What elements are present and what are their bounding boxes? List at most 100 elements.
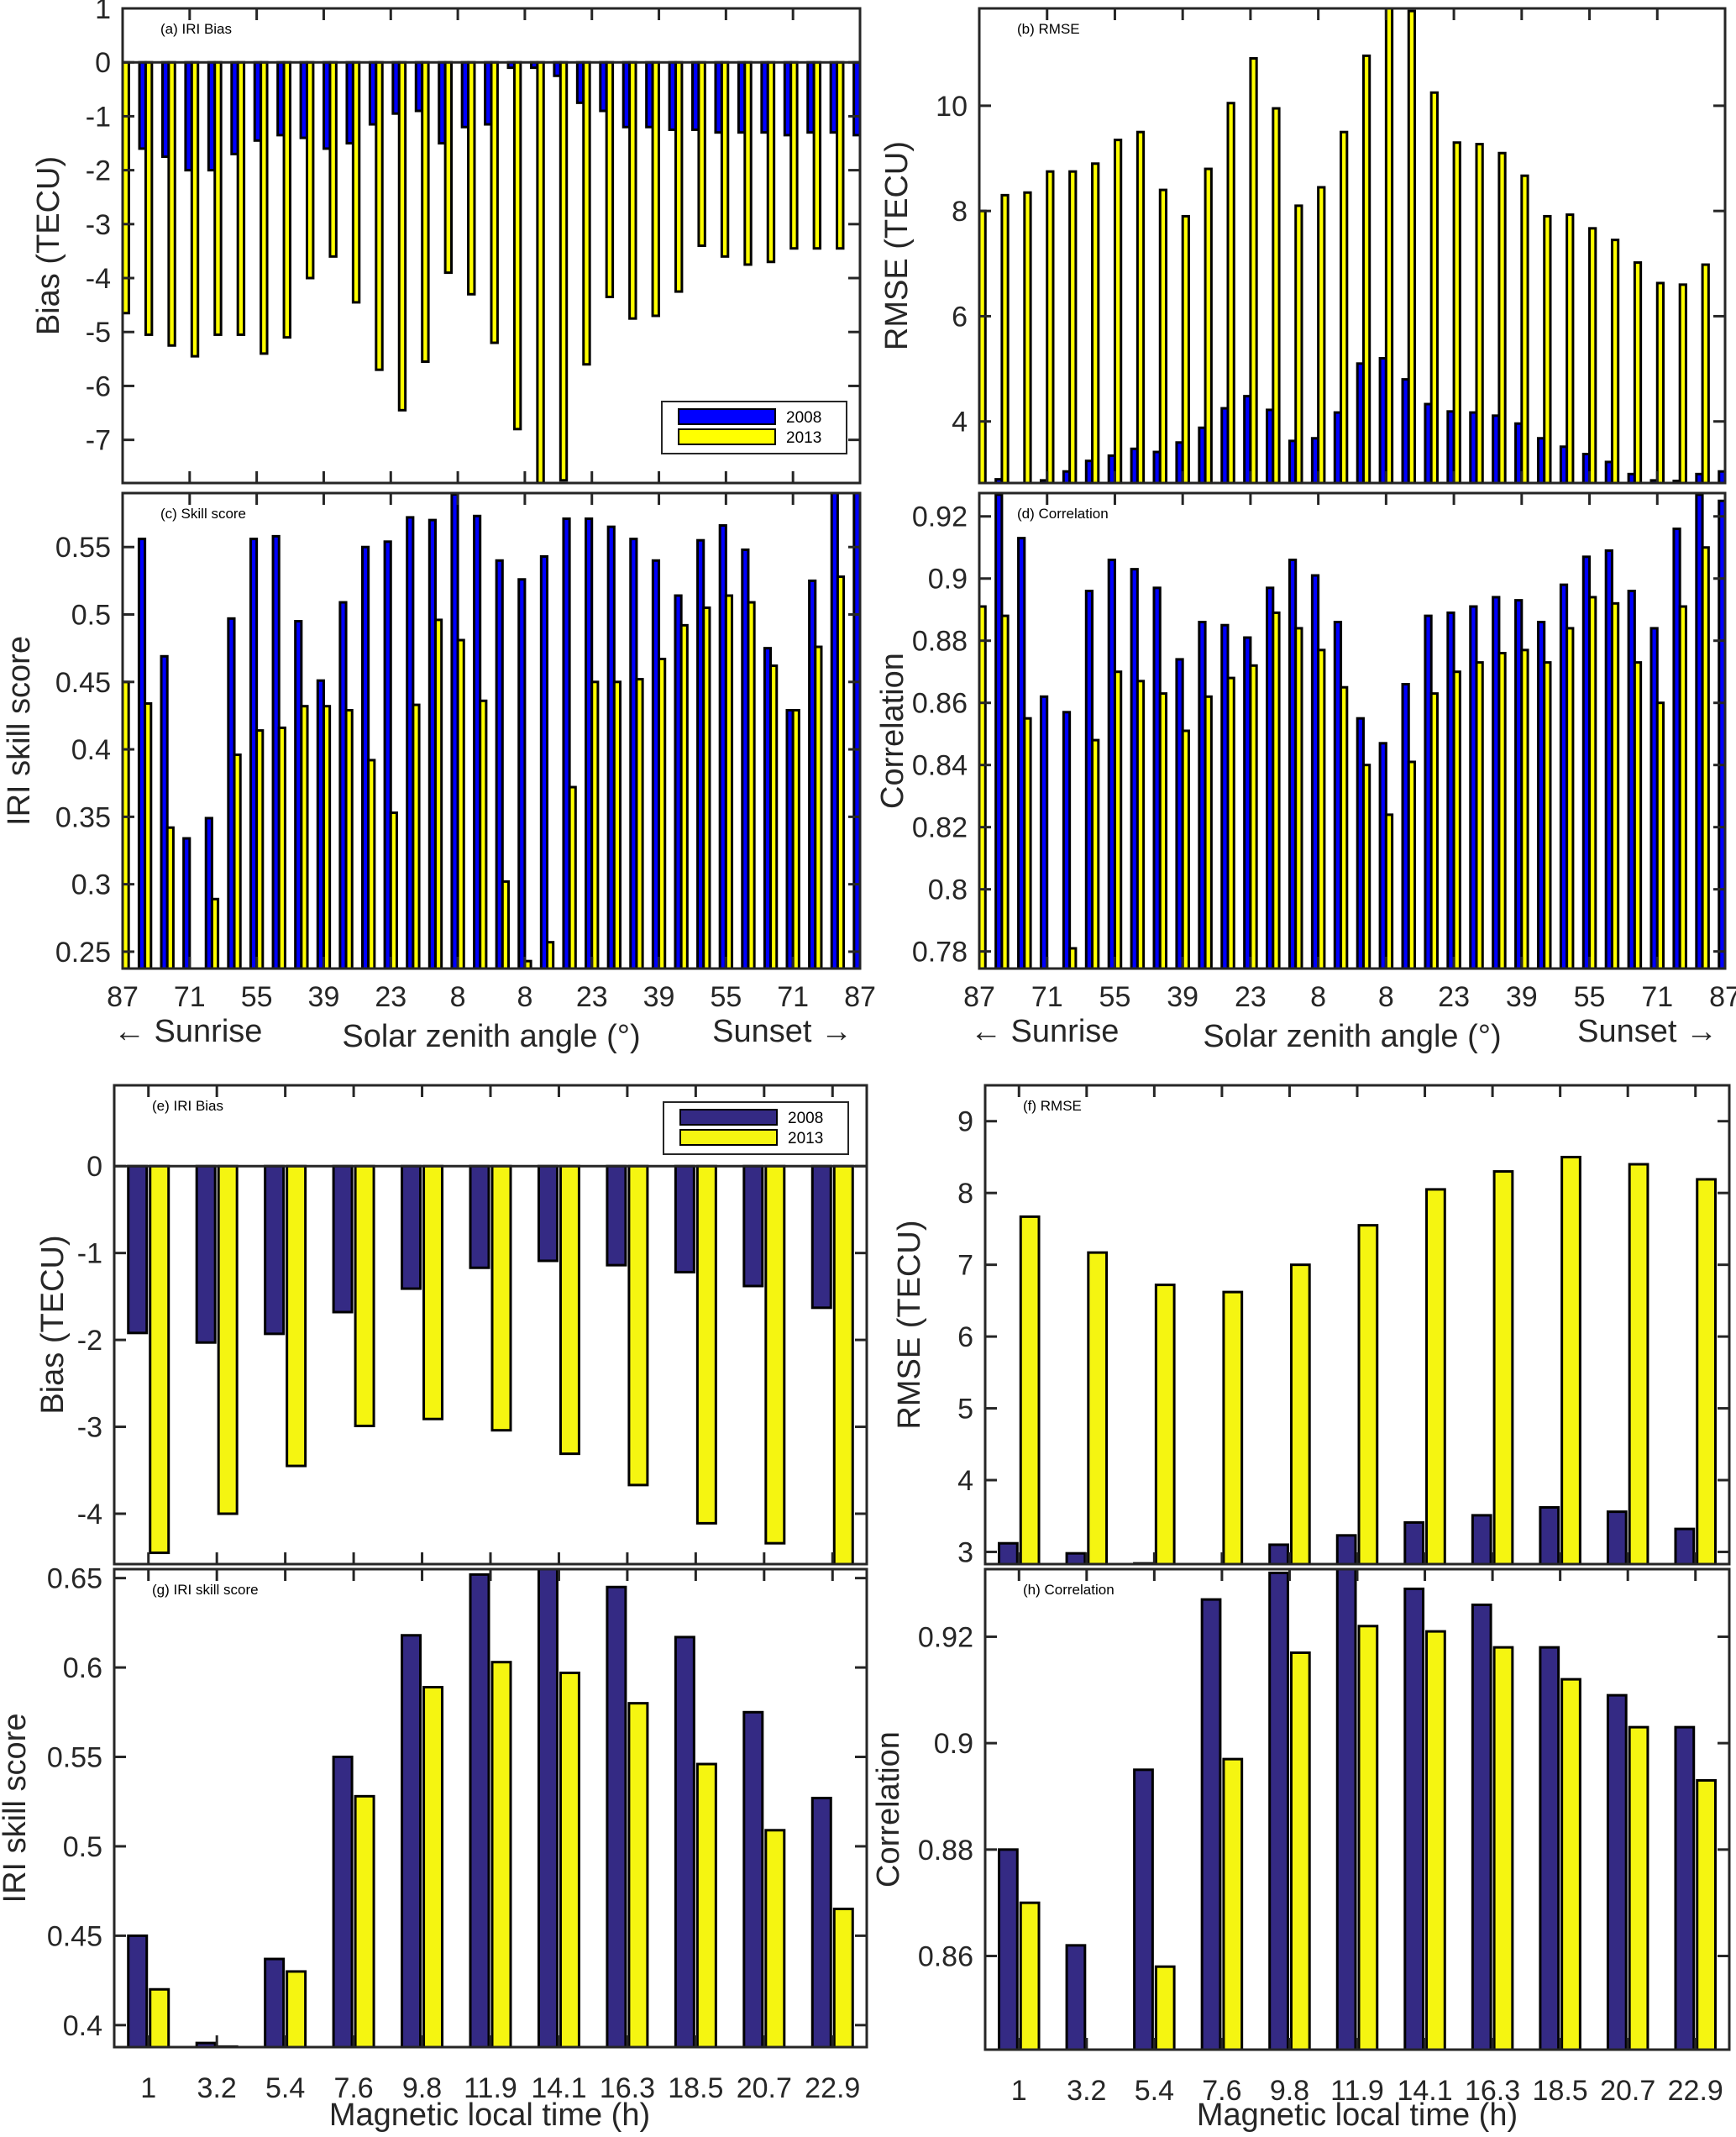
bar-2013-4 — [1289, 1651, 1311, 2050]
bar-2013-23 — [635, 678, 644, 969]
bar-2013-10 — [1696, 1178, 1717, 1564]
bar-2013-28 — [747, 601, 756, 969]
bar-2013-18 — [536, 60, 545, 483]
xtick-label: 8 — [1378, 981, 1394, 1013]
bar-2013-9 — [1181, 729, 1190, 969]
bar-2008-5 — [1335, 1534, 1357, 1564]
ytick-label: 0.55 — [47, 1742, 102, 1774]
bar-2013-6 — [255, 729, 265, 969]
xtick-label: 55 — [1099, 981, 1131, 1013]
bar-2013-2 — [1154, 1965, 1176, 2050]
bar-2013-14 — [1294, 627, 1303, 969]
bar-2013-16 — [479, 699, 488, 969]
bar-2013-10 — [1204, 167, 1213, 483]
ytick-label: 0.82 — [912, 812, 968, 844]
panel-title: (c) Skill score — [160, 506, 246, 522]
xtick-label: 7.6 — [1202, 2075, 1241, 2107]
bar-2013-4 — [1068, 947, 1078, 969]
bar-2013-29 — [789, 60, 799, 250]
ytick-label: -6 — [86, 370, 111, 402]
bar-2013-17 — [512, 60, 522, 431]
ytick-label: 0.45 — [55, 667, 111, 699]
ytick-label: 0.6 — [63, 1652, 102, 1684]
bar-2008-9 — [742, 1164, 764, 1288]
bar-2013-4 — [422, 1164, 444, 1420]
bar-2013-23 — [1497, 151, 1507, 483]
bar-2008-2 — [1133, 1768, 1154, 2050]
bar-2013-29 — [769, 664, 779, 969]
bar-2013-6 — [1113, 670, 1123, 969]
xtick-label: 39 — [1506, 981, 1538, 1013]
legend-label-2013: 2013 — [786, 429, 821, 447]
bar-2013-21 — [590, 680, 600, 969]
bar-2013-8 — [695, 1164, 717, 1525]
bar-2008-1 — [195, 1164, 217, 1344]
xtick-label: 23 — [576, 981, 608, 1013]
xtick-label: 11.9 — [1330, 2075, 1384, 2107]
bar-2013-30 — [1655, 701, 1665, 969]
xtick-label: 8 — [450, 981, 466, 1013]
ylabel: Correlation — [875, 653, 910, 809]
bar-2013-27 — [724, 594, 734, 969]
bar-2013-20 — [568, 785, 577, 969]
xtick-label: 9.8 — [402, 2072, 442, 2104]
bar-2013-3 — [190, 60, 200, 358]
bar-2013-30 — [791, 709, 800, 969]
bar-2013-9 — [328, 60, 338, 258]
bar-2013-23 — [1497, 652, 1507, 969]
bar-2008-9 — [742, 1710, 764, 2047]
panel-e: 0 -1 -2 -3 -4 (e) IRI Bias Bias (TECU) 2008 2013 — [35, 1084, 868, 1566]
bar-2013-15 — [1317, 186, 1326, 483]
axes-box — [121, 7, 862, 485]
bar-2013-10 — [832, 1164, 854, 1564]
xtick-label: 7.6 — [333, 2072, 373, 2104]
xtick-label: 18.5 — [1533, 2075, 1588, 2107]
bar-2008-0 — [127, 1934, 149, 2047]
bar-2013-10 — [1204, 695, 1213, 969]
bar-2008-9 — [1606, 1693, 1628, 2050]
xtick-label: 20.7 — [737, 2072, 792, 2104]
bars — [127, 1569, 854, 2047]
bar-2008-4 — [401, 1164, 422, 1290]
bar-2013-1 — [144, 701, 153, 969]
xtick-label: 5.4 — [265, 2072, 305, 2104]
bar-2013-0 — [149, 1164, 170, 1555]
bar-2008-2 — [264, 1164, 286, 1336]
ytick-label: 0.86 — [912, 688, 968, 720]
bar-2008-7 — [1471, 1603, 1492, 2050]
bar-2013-28 — [766, 60, 776, 264]
bar-2013-4 — [210, 897, 220, 969]
bar-2013-25 — [679, 623, 689, 969]
ytick-label: -2 — [86, 155, 111, 187]
bar-2013-22 — [1475, 143, 1484, 483]
xtick-label: 55 — [1574, 981, 1606, 1013]
bar-2013-14 — [433, 618, 443, 969]
panel-title: (h) Correlation — [1023, 1582, 1115, 1598]
xtick-label: 87 — [107, 981, 139, 1013]
bar-2013-22 — [612, 680, 622, 969]
bar-2008-7 — [1471, 1514, 1492, 1564]
bar-2008-5 — [469, 1164, 490, 1269]
bar-2013-1 — [217, 1164, 239, 1515]
bar-2013-30 — [812, 60, 822, 250]
bar-2013-21 — [605, 60, 615, 298]
xtick-label: 1 — [140, 2072, 156, 2104]
bar-2013-19 — [559, 60, 569, 482]
bar-2008-9 — [1606, 1510, 1628, 1564]
bar-2013-11 — [1226, 102, 1235, 483]
xtick-label: 9.8 — [1270, 2075, 1309, 2107]
ytick-label: 0.25 — [55, 937, 111, 969]
xtick-label: 23 — [1235, 981, 1267, 1013]
xtick-label: 11.9 — [464, 2072, 517, 2104]
bar-2013-31 — [1678, 283, 1687, 483]
bar-2013-2 — [1154, 1284, 1176, 1564]
bar-2013-8 — [1158, 188, 1168, 483]
xtick-label: 23 — [375, 981, 406, 1013]
xtick-label: 39 — [643, 981, 675, 1013]
sza-xlabel-right: Solar zenith angle (°) — [1203, 1019, 1501, 1054]
bar-2008-4 — [1062, 711, 1072, 969]
legend-swatch-2013 — [679, 1129, 778, 1146]
bar-2013-5 — [490, 1164, 512, 1432]
bar-2013-23 — [651, 60, 660, 318]
bar-2008-10 — [1674, 1725, 1696, 2050]
